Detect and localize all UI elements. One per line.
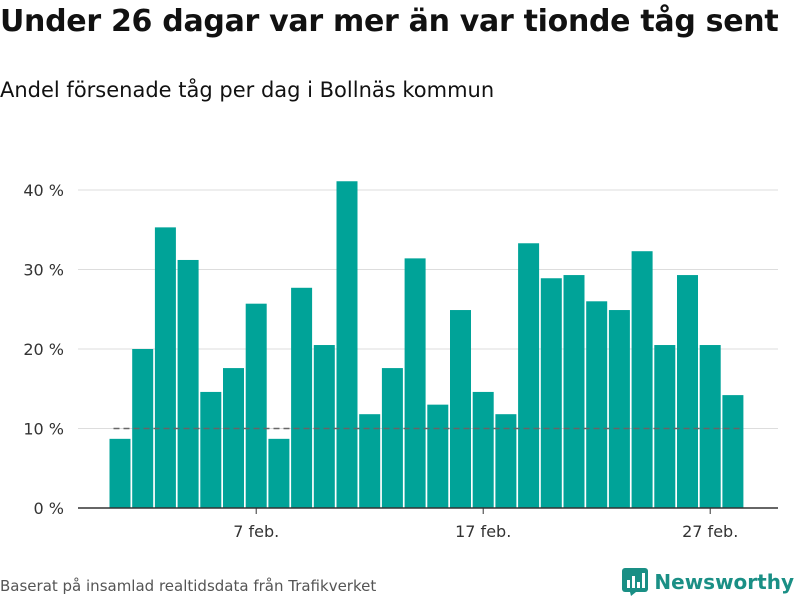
bar <box>200 391 222 508</box>
bar <box>654 345 676 508</box>
x-tick-label: 17 feb. <box>455 522 511 541</box>
bar <box>223 368 244 508</box>
bar <box>722 395 744 508</box>
bar <box>268 438 290 508</box>
bar-chart: 0 % 10 % 20 % 30 % 40 % 7 feb. 17 feb. 27 feb. <box>23 181 778 541</box>
brand-logo: Newsworthy <box>622 568 794 596</box>
bar <box>177 259 199 508</box>
y-tick-label: 40 % <box>23 181 64 200</box>
y-tick-label: 30 % <box>23 261 64 280</box>
chart-subtitle: Andel försenade tåg per dag i Bollnäs ko… <box>0 78 495 102</box>
bar <box>540 278 562 508</box>
bar <box>608 310 630 508</box>
source-note: Baserat på insamlad realtidsdata från Tr… <box>0 577 377 595</box>
brand-name: Newsworthy <box>654 570 794 594</box>
bar <box>677 275 698 508</box>
y-tick-label: 0 % <box>34 499 64 518</box>
bar <box>132 349 154 508</box>
bar <box>631 251 653 508</box>
bar <box>381 368 403 508</box>
bar <box>245 303 267 508</box>
bar <box>291 287 313 508</box>
x-tick-label: 7 feb. <box>233 522 279 541</box>
x-tick-label: 27 feb. <box>682 522 738 541</box>
bar <box>359 414 381 508</box>
bar <box>427 404 449 508</box>
y-tick-label: 10 % <box>23 420 64 439</box>
bar <box>450 310 471 508</box>
x-axis-ticks: 7 feb. 17 feb. 27 feb. <box>233 508 738 541</box>
bar-chart-logo-icon <box>622 568 649 596</box>
bar <box>154 227 176 509</box>
y-axis-ticks: 0 % 10 % 20 % 30 % 40 % <box>23 181 64 518</box>
chart-title: Under 26 dagar var mer än var tionde tåg… <box>0 4 779 39</box>
bar <box>404 258 426 508</box>
bar <box>336 181 358 508</box>
bar <box>586 301 608 508</box>
bar <box>495 414 517 508</box>
bars <box>109 181 744 509</box>
y-tick-label: 20 % <box>23 340 64 359</box>
bar <box>699 345 721 508</box>
bar <box>472 391 494 508</box>
bar <box>109 438 131 508</box>
bar <box>313 345 335 508</box>
bar <box>563 275 585 508</box>
bar <box>518 243 540 508</box>
